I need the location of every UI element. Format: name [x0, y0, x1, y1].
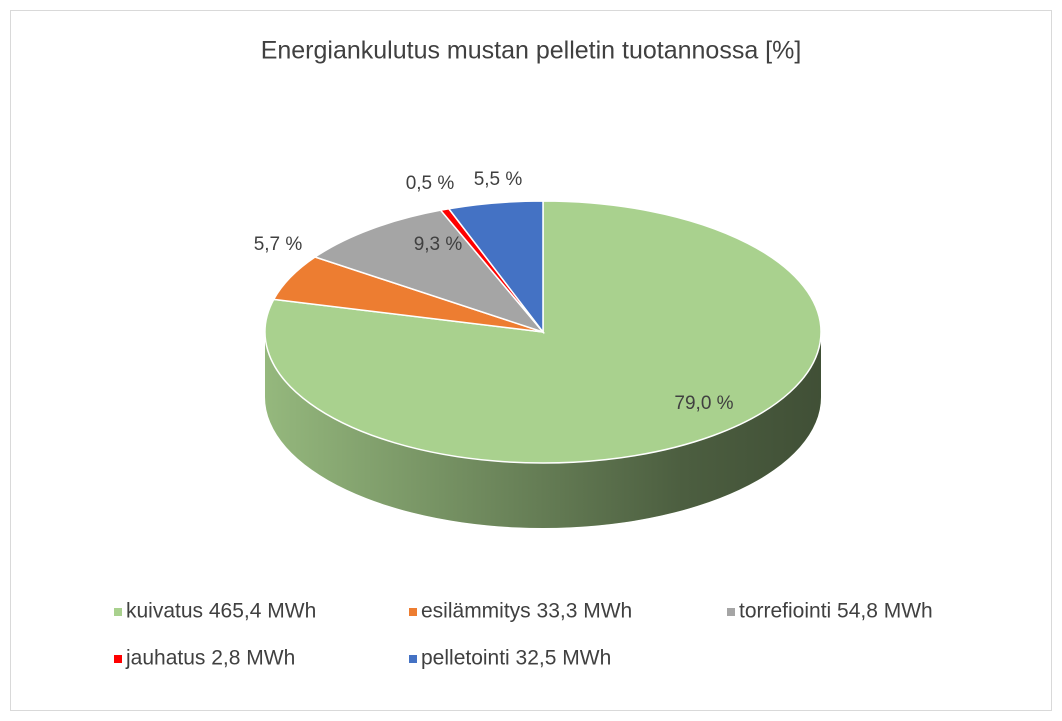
- legend-label: pelletointi 32,5 MWh: [421, 647, 611, 670]
- legend-label: kuivatus 465,4 MWh: [126, 600, 316, 623]
- legend-marker: [114, 655, 122, 663]
- pie-slice: [447, 200, 544, 335]
- legend-marker: [409, 655, 417, 663]
- data-label: 5,7 %: [254, 234, 303, 255]
- legend-label: jauhatus 2,8 MWh: [125, 647, 295, 670]
- pie-slice: [264, 200, 822, 464]
- data-label: 9,3 %: [414, 234, 463, 255]
- legend-marker: [114, 608, 122, 616]
- data-label: 79,0 %: [674, 393, 733, 414]
- data-label: 0,5 %: [406, 173, 455, 194]
- legend-marker: [727, 608, 735, 616]
- legend-label: torrefiointi 54,8 MWh: [739, 600, 933, 623]
- pie-side-shade: [265, 332, 821, 528]
- legend-label: esilämmitys 33,3 MWh: [421, 600, 632, 623]
- chart-title: Energiankulutus mustan pelletin tuotanno…: [261, 37, 802, 65]
- pie-slice: [313, 209, 546, 334]
- data-label: 5,5 %: [474, 169, 523, 190]
- legend-marker: [409, 608, 417, 616]
